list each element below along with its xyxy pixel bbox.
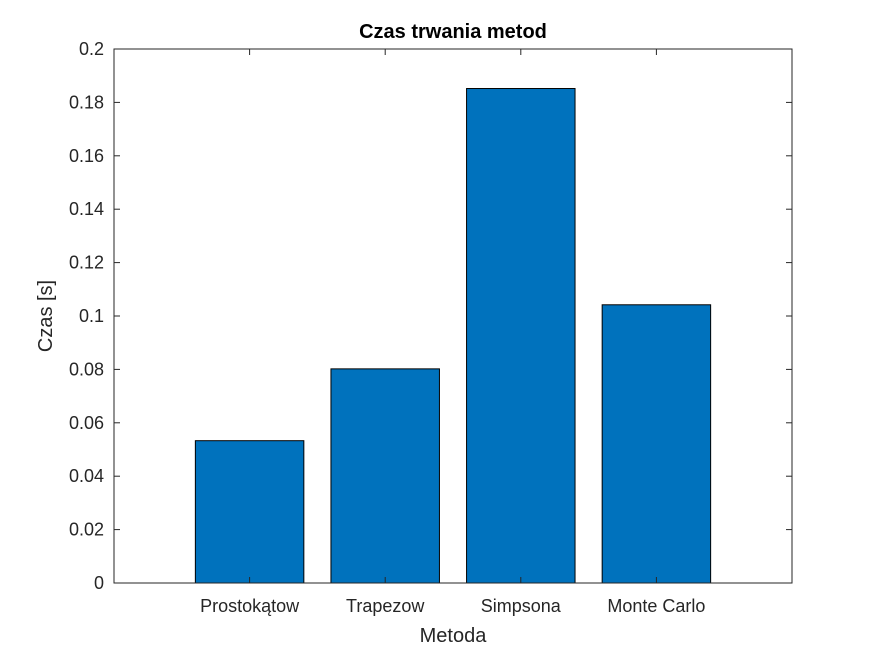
bar-monte-carlo xyxy=(601,304,712,584)
y-tick-label: 0.2 xyxy=(79,39,104,59)
y-tick-label: 0.02 xyxy=(69,520,104,540)
y-tick-label: 0.1 xyxy=(79,306,104,326)
y-tick-label: 0.12 xyxy=(69,253,104,273)
y-tick-label: 0.18 xyxy=(69,92,104,112)
x-tick-label: Trapezow xyxy=(346,596,425,616)
axes-box xyxy=(113,48,793,584)
x-axis-label: Metoda xyxy=(420,625,488,647)
bar-prostokątow xyxy=(194,440,305,584)
chart-title: Czas trwania metod xyxy=(359,21,547,43)
bars-group xyxy=(194,88,712,584)
y-tick-label: 0.04 xyxy=(69,466,104,486)
y-tick-label: 0.16 xyxy=(69,146,104,166)
y-axis-ticks: 0 0.02 0.04 0.06 0.08 0.1 0.12 0.14 0.16 0.18 0.2 xyxy=(69,39,792,593)
bar-trapezow xyxy=(330,368,440,584)
y-tick-label: 0 xyxy=(94,573,104,593)
bar-simpsona xyxy=(466,88,576,584)
x-tick-label: Monte Carlo xyxy=(607,596,705,616)
y-tick-label: 0.14 xyxy=(69,199,104,219)
x-axis-ticks: Prostokątow Trapezow Simpsona Monte Carlo xyxy=(200,49,705,616)
y-tick-label: 0.08 xyxy=(69,359,104,379)
x-tick-label: Simpsona xyxy=(481,596,562,616)
y-tick-label: 0.06 xyxy=(69,413,104,433)
y-axis-label: Czas [s] xyxy=(35,280,57,352)
x-tick-label: Prostokątow xyxy=(200,596,300,616)
